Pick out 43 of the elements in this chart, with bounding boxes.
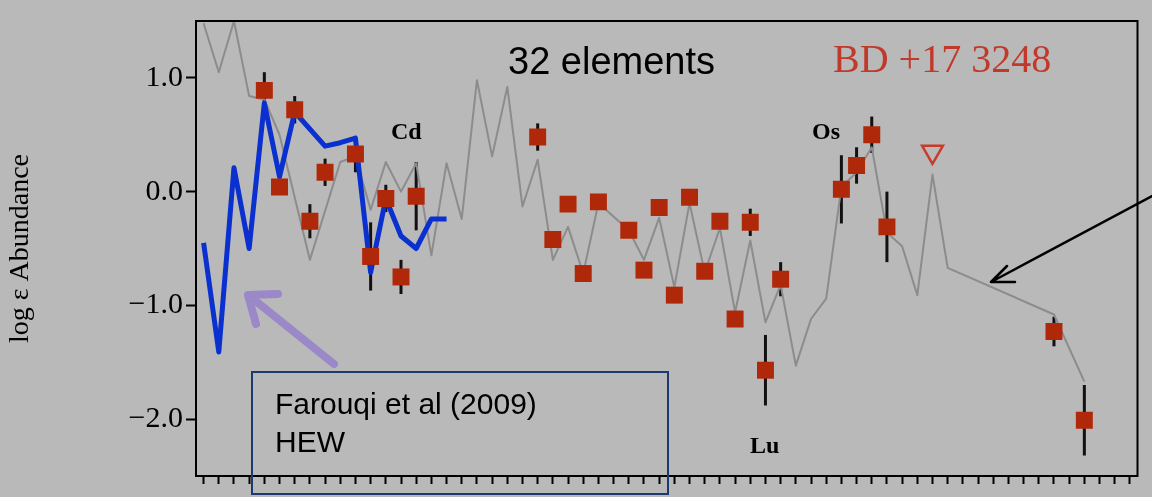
y-tick-label: −2.0	[128, 400, 183, 433]
annotation: Lu	[750, 431, 780, 460]
point	[741, 213, 759, 231]
point	[574, 265, 592, 283]
point	[665, 286, 683, 304]
point	[377, 189, 395, 207]
point	[756, 361, 774, 379]
annotation: BD +17 3248	[833, 35, 1052, 83]
point	[711, 212, 729, 230]
point	[1045, 323, 1063, 341]
point	[681, 188, 699, 206]
annotation: 32 elements	[508, 39, 716, 84]
annotation: Farouqi et al (2009) HEW	[275, 386, 538, 460]
point	[726, 310, 744, 328]
point	[635, 261, 653, 279]
point	[589, 193, 607, 211]
point	[529, 128, 547, 146]
point	[286, 101, 304, 119]
point	[1075, 411, 1093, 429]
y-axis-title: log ε Abundance	[3, 153, 35, 344]
point	[346, 145, 364, 163]
point	[863, 126, 881, 144]
point	[620, 221, 638, 239]
point	[301, 212, 319, 230]
point	[696, 262, 714, 280]
y-tick-label: 0.0	[145, 172, 183, 206]
point	[772, 270, 790, 288]
point	[559, 195, 577, 213]
annotation: Cd	[391, 117, 422, 146]
point	[316, 163, 334, 181]
point	[878, 218, 896, 236]
point	[392, 268, 410, 286]
point	[407, 187, 425, 205]
point	[362, 247, 380, 265]
y-tick-label: −1.0	[128, 286, 183, 320]
point	[544, 230, 562, 248]
y-tick-label: 1.0	[145, 58, 183, 92]
point	[848, 156, 866, 174]
point	[832, 180, 850, 198]
point	[255, 81, 273, 99]
annotation: Os	[812, 117, 841, 146]
point	[650, 199, 668, 217]
point	[271, 178, 289, 196]
